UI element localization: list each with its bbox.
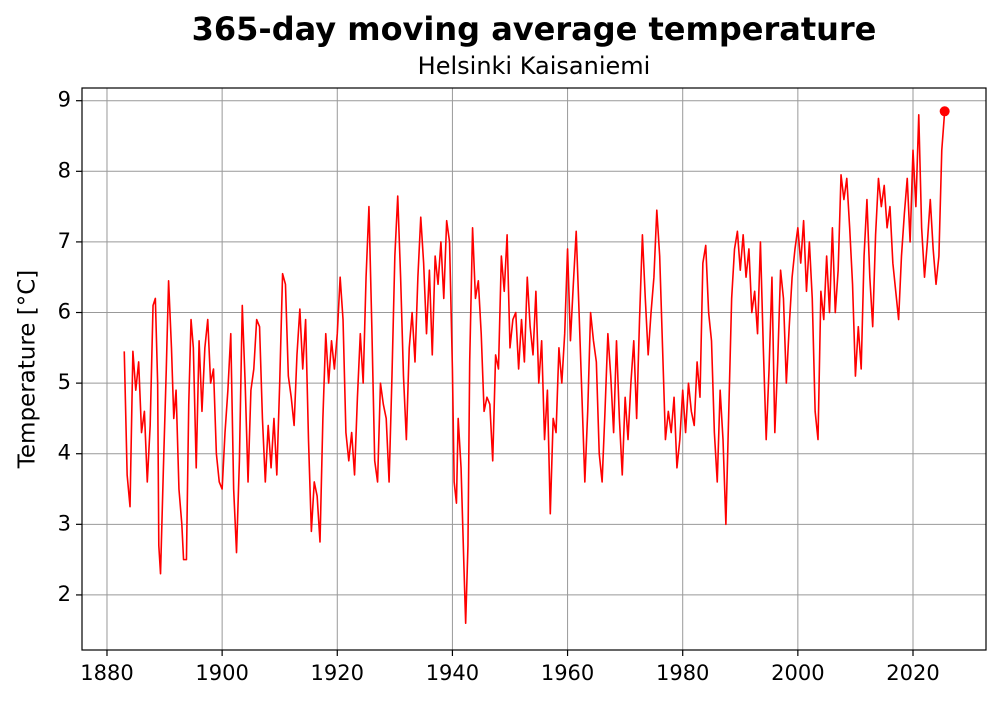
x-tick-label: 1920 bbox=[311, 661, 364, 685]
plot-frame bbox=[81, 87, 987, 651]
x-tick-label: 2020 bbox=[886, 661, 939, 685]
y-tick-label: 4 bbox=[58, 441, 71, 465]
y-tick-label: 5 bbox=[58, 370, 71, 394]
chart-subtitle: Helsinki Kaisaniemi bbox=[418, 52, 651, 80]
y-tick-label: 3 bbox=[58, 511, 71, 535]
x-tick-label: 1960 bbox=[541, 661, 594, 685]
y-tick-label: 9 bbox=[58, 88, 71, 112]
data-line bbox=[123, 111, 946, 624]
chart-title: 365-day moving average temperature bbox=[192, 10, 877, 48]
x-tick-label: 1900 bbox=[195, 661, 248, 685]
end-marker bbox=[939, 106, 950, 117]
y-tick-label: 2 bbox=[58, 582, 71, 606]
y-axis-label: Temperature [°C] bbox=[15, 270, 41, 470]
x-tick-label: 2000 bbox=[771, 661, 824, 685]
x-tick-label: 1980 bbox=[656, 661, 709, 685]
x-tick-label: 1880 bbox=[80, 661, 133, 685]
x-tick-label: 1940 bbox=[426, 661, 479, 685]
y-tick-label: 6 bbox=[58, 300, 71, 324]
y-tick-label: 8 bbox=[58, 158, 71, 182]
y-tick-label: 7 bbox=[58, 229, 71, 253]
